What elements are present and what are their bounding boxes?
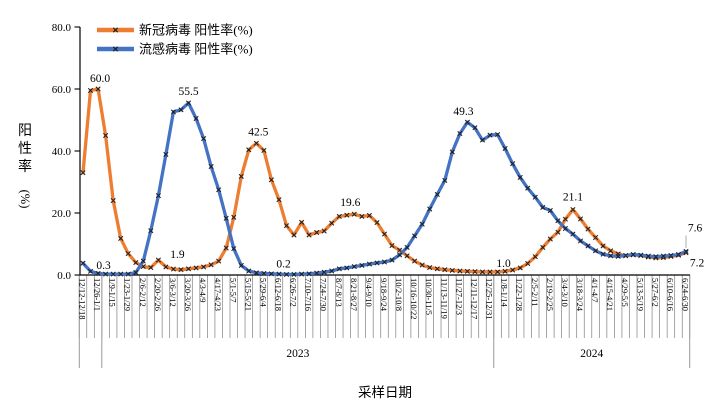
y-tick-label: 0.0: [57, 270, 71, 282]
data-label: 1.0: [496, 258, 511, 270]
y-tick-label: 80.0: [52, 22, 72, 34]
y-axis-ticks: 0.0 20.0 40.0 60.0 80.0: [52, 22, 80, 282]
y-tick-label: 20.0: [52, 208, 72, 220]
x-tick-label: 12/26-1/1: [93, 278, 103, 311]
x-axis-tick-labels: 12/12-12/18 12/26-1/1 1/9-1/15 1/23-1/29 2/6…: [78, 278, 691, 320]
x-tick-label: 12/25-12/31: [485, 278, 495, 320]
x-tick-label: 6/10-6/16: [665, 278, 675, 311]
x-tick-label: 2/6-2/12: [138, 278, 148, 307]
x-tick-label: 6/26-7/2: [289, 278, 299, 307]
data-labels: 60.0 0.3 55.5 1.9 42.5 0.2 19.6 1.0 49.3 21.1 7.6 7…: [90, 73, 704, 272]
data-label: 0.3: [96, 260, 111, 272]
data-label: 55.5: [178, 86, 198, 98]
x-tick-label: 3/4-3/10: [560, 278, 570, 307]
y-axis-title-char: 率: [18, 158, 32, 175]
legend-item-flu: 流感病毒 阳性率(%): [97, 42, 253, 57]
y-axis-title-char: 阳: [18, 123, 32, 139]
x-axis-title: 采样日期: [358, 385, 412, 400]
y-tick-label: 40.0: [52, 146, 72, 158]
data-label: 0.2: [276, 258, 291, 270]
year-label: 2024: [580, 348, 603, 360]
year-label: 2023: [286, 348, 309, 360]
legend-item-covid: 新冠病毒 阳性率(%): [97, 23, 253, 38]
x-tick-label: 7/10-7/16: [304, 278, 314, 311]
data-label: 49.3: [453, 106, 473, 118]
x-tick-label: 9/4-9/10: [364, 278, 374, 307]
x-tick-label: 1/9-1/15: [108, 278, 118, 307]
data-label: 7.6: [688, 222, 703, 234]
x-tick-label: 1/8-1/14: [500, 278, 510, 308]
data-label: 21.1: [563, 192, 583, 204]
y-tick-label: 60.0: [52, 84, 72, 96]
legend: 新冠病毒 阳性率(%) 流感病毒 阳性率(%): [97, 23, 253, 57]
x-tick-label: 10/2-10/8: [394, 278, 404, 311]
x-tick-label: 11/27-12/3: [454, 278, 464, 315]
data-label: 60.0: [90, 73, 110, 85]
x-tick-label: 2/19-2/25: [545, 278, 555, 311]
y-axis-title-char: 性: [18, 141, 32, 157]
x-tick-label: 3/18-3/24: [575, 278, 585, 312]
x-tick-label: 5/15-5/21: [243, 278, 253, 311]
x-tick-label: 7/24-7/30: [319, 278, 329, 311]
x-tick-label: 9/18-9/24: [379, 278, 389, 312]
x-category-dividers: [78, 275, 691, 368]
x-tick-label: 2/20-2/26: [153, 278, 163, 311]
x-tick-label: 1/22-1/28: [515, 278, 525, 311]
x-tick-label: 4/15-4/21: [605, 278, 615, 311]
x-tick-label: 5/1-5/7: [228, 278, 238, 303]
legend-x-marker-icon: [112, 27, 119, 33]
data-label: 19.6: [340, 197, 360, 209]
x-tick-label: 6/24-6/30: [681, 278, 691, 311]
y-axis-title-unit: (%): [18, 190, 32, 209]
x-tick-label: 5/13-5/19: [635, 278, 645, 311]
y-axis-title: 阳性率 (%): [18, 123, 32, 208]
x-tick-label: 4/3-4/9: [198, 278, 208, 303]
data-label: 42.5: [248, 126, 268, 138]
legend-label-flu: 流感病毒 阳性率(%): [139, 42, 253, 57]
x-tick-label: 3/6-3/12: [168, 278, 178, 307]
legend-x-marker-icon: [112, 46, 119, 52]
x-tick-label: 10/16-10/22: [409, 278, 419, 320]
data-label: 1.9: [170, 249, 185, 261]
data-series: [80, 86, 689, 277]
x-tick-label: 12/11-12/17: [469, 278, 479, 319]
x-tick-label: 12/12-12/18: [78, 278, 88, 320]
x-tick-label: 3/20-3/26: [183, 278, 193, 311]
x-tick-label: 10/30-11/5: [424, 278, 434, 315]
x-tick-label: 5/27-6/2: [650, 278, 660, 307]
x-tick-label: 11/13-11/19: [439, 278, 449, 319]
x-tick-label: 8/21-8/27: [349, 278, 359, 311]
x-tick-label: 8/7-8/13: [334, 278, 344, 307]
data-label: 7.2: [690, 258, 705, 270]
x-tick-label: 2/5-2/11: [530, 278, 540, 307]
x-tick-label: 4/29-5/5: [620, 278, 630, 307]
x-tick-label: 6/12-6/18: [273, 278, 283, 311]
series-markers-flu: [80, 100, 689, 277]
x-tick-label: 5/29-6/4: [258, 278, 268, 308]
x-tick-label: 4/1-4/7: [590, 278, 600, 303]
year-group-labels: 2023 2024: [286, 348, 603, 360]
x-tick-label: 1/23-1/29: [123, 278, 133, 311]
x-tick-label: 4/17-4/23: [213, 278, 223, 311]
legend-label-covid: 新冠病毒 阳性率(%): [139, 23, 253, 38]
